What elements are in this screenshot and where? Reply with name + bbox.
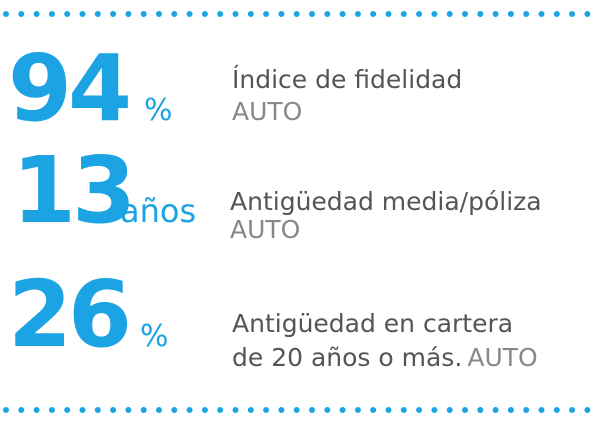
stat-tag: AUTO	[232, 97, 302, 126]
stat-unit: %	[144, 93, 173, 128]
stat-tag: AUTO	[230, 215, 300, 244]
stat-label-line: de 20 años o más. AUTO	[232, 343, 538, 372]
stat-unit: %	[140, 319, 169, 354]
stat-label: Índice de fidelidad	[232, 65, 462, 94]
stat-unit: años	[120, 192, 196, 230]
stat-number: 26	[8, 261, 128, 368]
stat-number: 94	[8, 35, 128, 142]
stat-label: de 20 años o más.	[232, 343, 462, 372]
stat-label: Antigüedad en cartera	[232, 309, 513, 338]
stat-number: 13	[12, 137, 132, 244]
stat-label: Antigüedad media/póliza	[230, 187, 542, 216]
stat-tag: AUTO	[467, 343, 537, 372]
